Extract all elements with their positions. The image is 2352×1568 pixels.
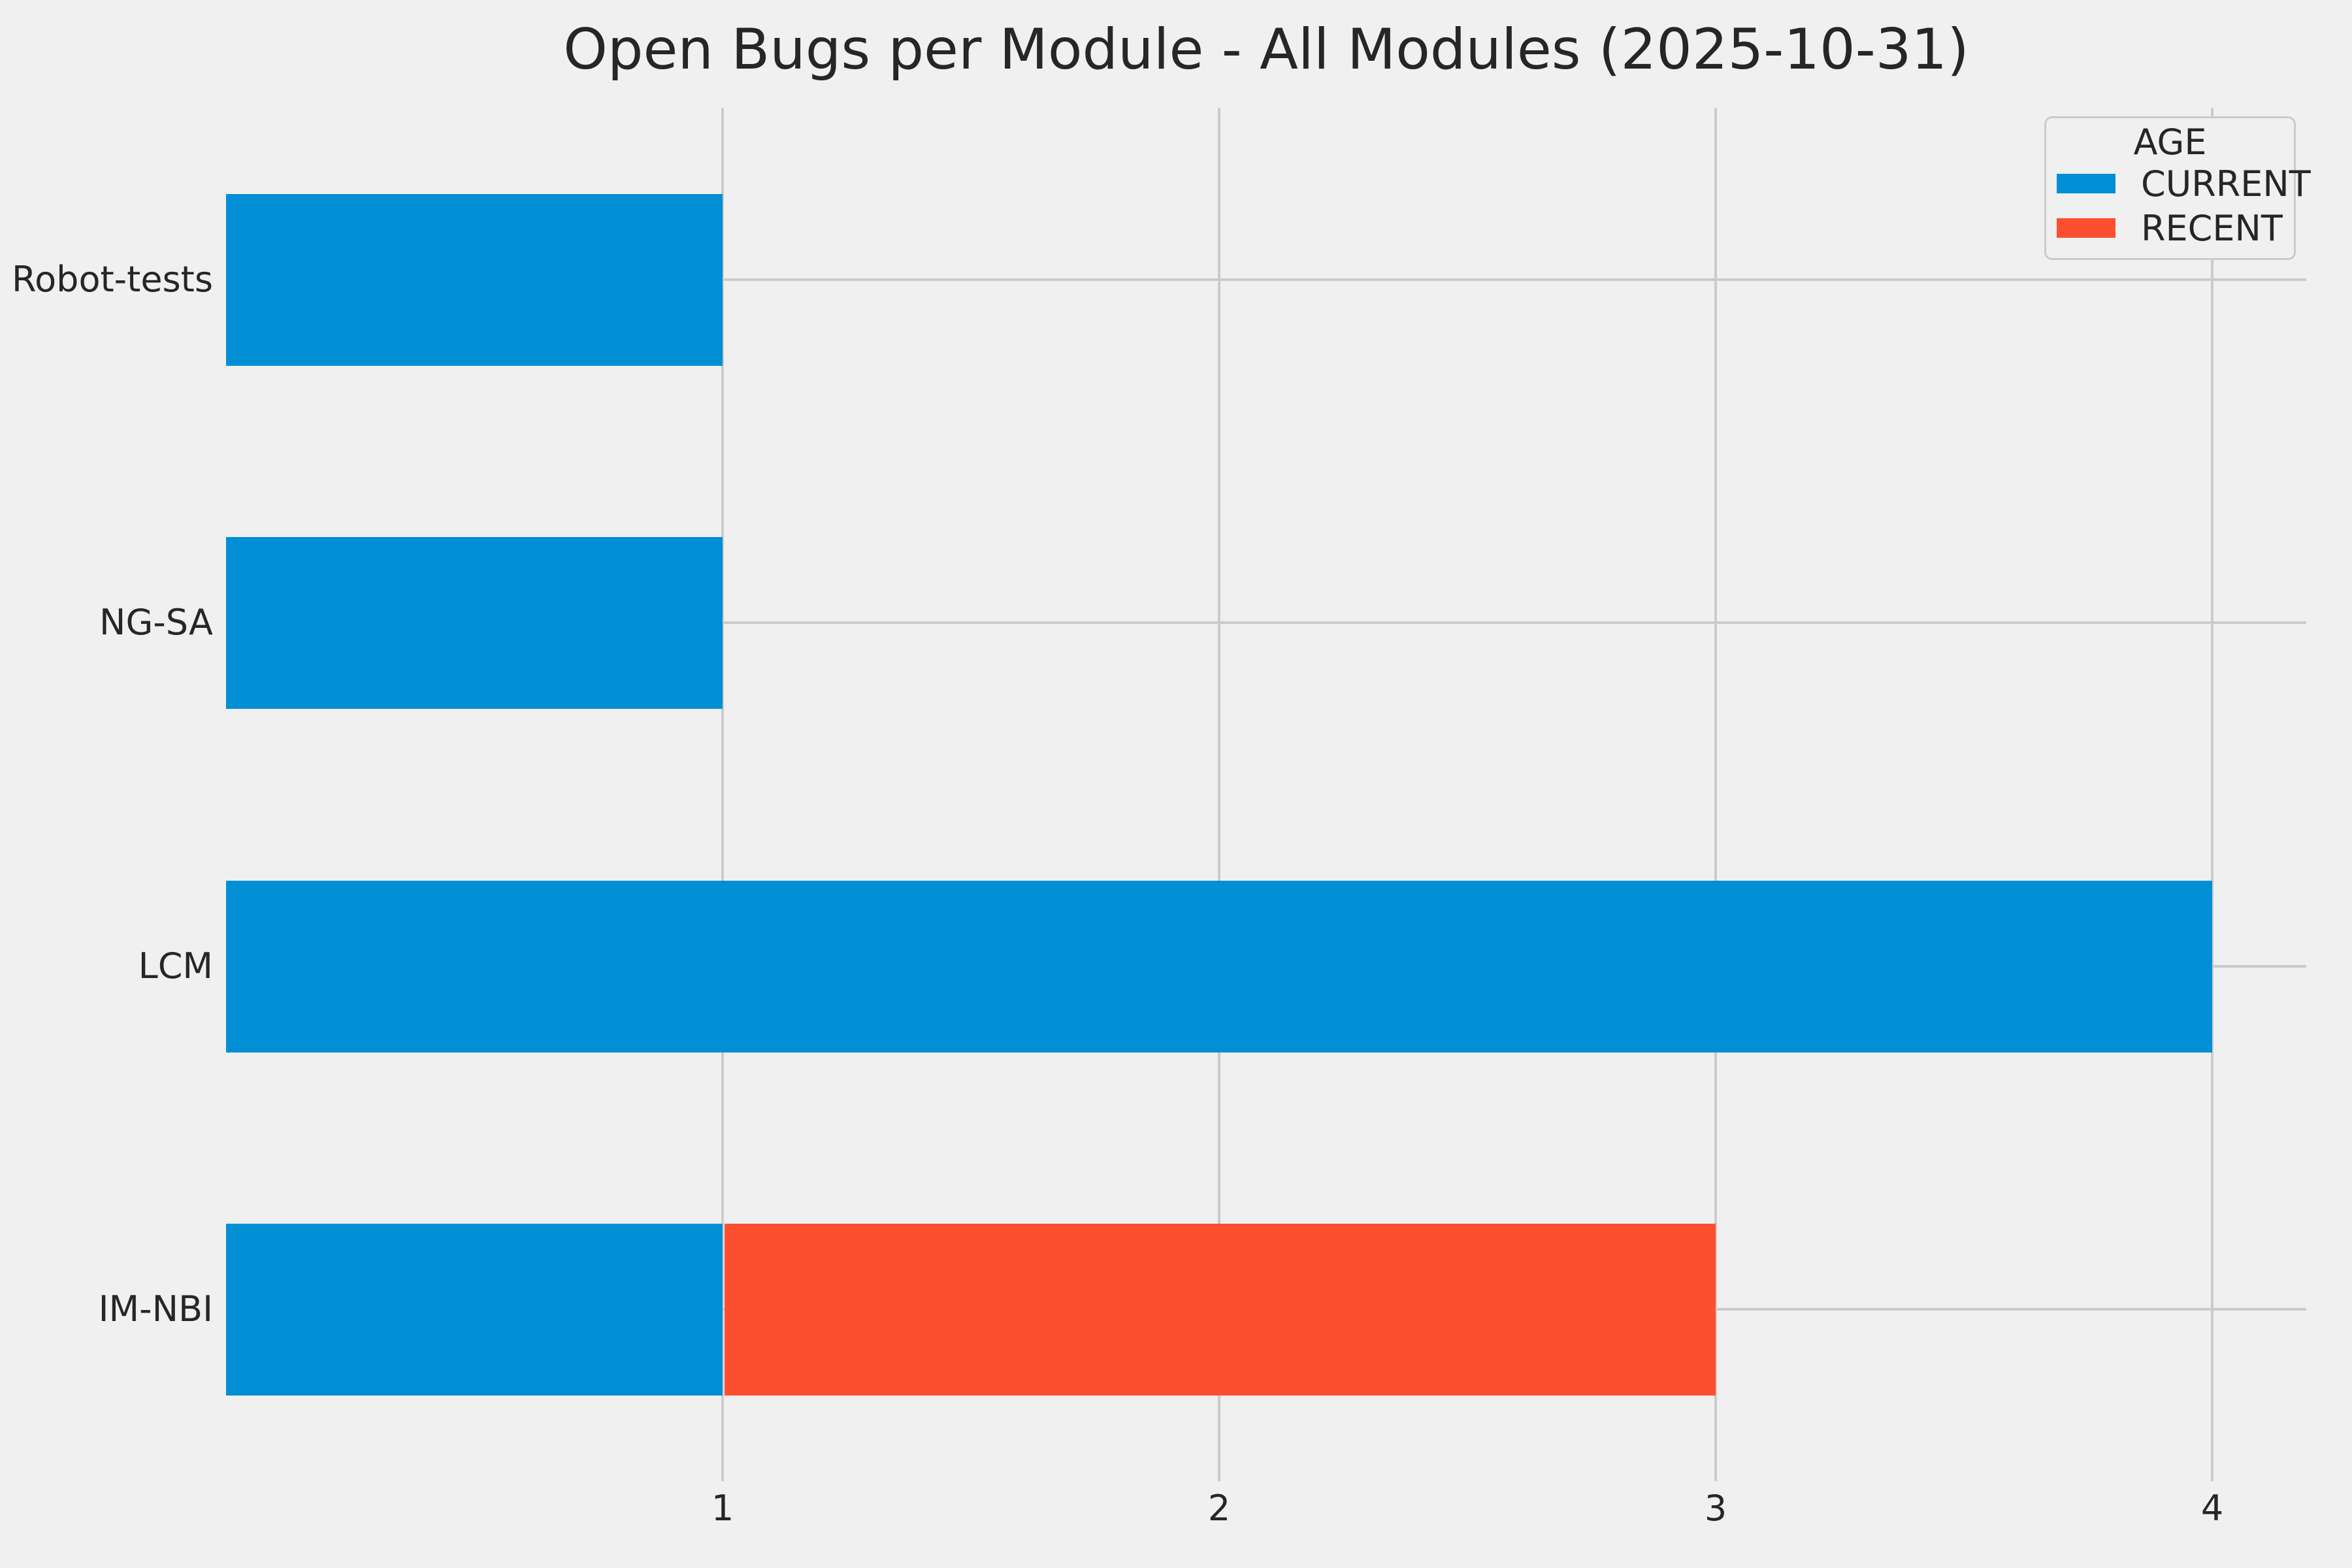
bar-segment-current — [226, 536, 723, 709]
bar-segment-current — [226, 193, 723, 366]
plot-area — [226, 108, 2306, 1481]
vertical-gridline — [721, 108, 724, 1481]
legend-entries: CURRENT RECENT — [2046, 161, 2311, 250]
legend-title: AGE — [2133, 122, 2207, 163]
legend-swatch-recent — [2057, 218, 2115, 238]
legend-entry: RECENT — [2046, 206, 2294, 250]
bar-segment-recent — [725, 1223, 1716, 1396]
x-tick-label: 4 — [2200, 1488, 2224, 1529]
vertical-gridline — [2211, 108, 2213, 1481]
legend: AGE CURRENT RECENT — [2044, 116, 2311, 260]
horizontal-gridline — [226, 278, 2306, 281]
bar-segment-current — [226, 880, 2212, 1053]
legend-entry-label: RECENT — [2141, 207, 2283, 249]
x-tick-label: 2 — [1207, 1488, 1231, 1529]
horizontal-gridline — [226, 621, 2306, 624]
y-tick-label: IM-NBI — [98, 1288, 213, 1330]
bar-segment-current — [226, 1223, 723, 1396]
y-tick-label: NG-SA — [99, 602, 213, 643]
legend-entry: CURRENT — [2046, 161, 2311, 206]
x-tick-label: 1 — [711, 1488, 734, 1529]
legend-swatch-current — [2057, 174, 2115, 193]
x-tick-label: 3 — [1704, 1488, 1727, 1529]
vertical-gridline — [1218, 108, 1220, 1481]
vertical-gridline — [1714, 108, 1717, 1481]
y-tick-label: Robot-tests — [12, 259, 213, 300]
chart-title: Open Bugs per Module - All Modules (2025… — [563, 17, 1969, 82]
legend-entry-label: CURRENT — [2141, 163, 2311, 204]
y-tick-label: LCM — [138, 945, 213, 987]
